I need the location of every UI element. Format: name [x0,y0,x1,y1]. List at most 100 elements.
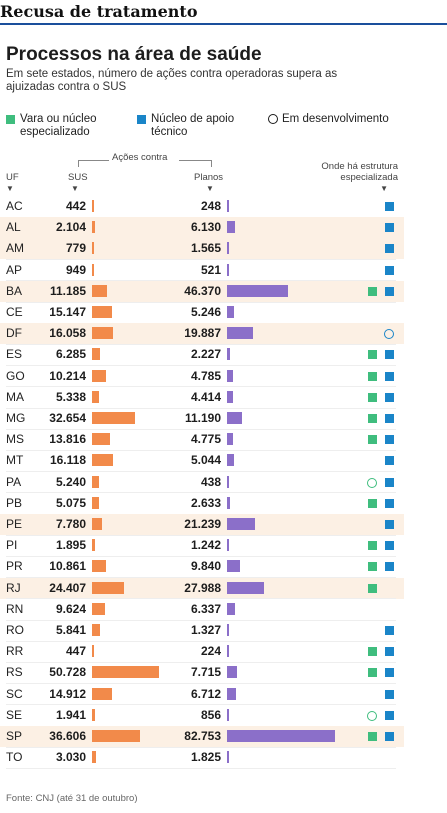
planos-value: 1.825 [190,750,221,765]
blue-circle-outline-icon [384,329,394,340]
green-square-icon [368,392,377,402]
bar-sus [92,454,114,467]
sus-value: 5.841 [55,623,86,637]
row-separator [6,386,396,388]
planos-value: 6.130 [190,220,221,235]
sus-value: 9.624 [55,601,86,616]
bar-sus [92,687,112,700]
bar-planos [227,624,229,636]
planos-header: Planos ▼ [194,172,223,194]
blue-square-icon [385,435,394,445]
bar-planos [227,475,229,488]
row-separator [6,555,396,557]
green-square-icon [368,435,377,445]
planos-value: 82.753 [184,729,221,743]
blue-square-icon [385,498,394,508]
planos-value: 9.840 [190,559,221,574]
planos-value: 248 [200,199,221,213]
bar-planos [227,433,234,446]
green-circle-outline-icon [367,477,377,488]
uf-header: UF ▼ [6,172,19,194]
sus-value: 1.895 [55,538,86,553]
sus-value: 7.780 [55,517,86,531]
bar-sus [92,602,105,615]
bar-planos [227,306,234,318]
planos-value: 27.988 [184,580,221,595]
chart-title: Processos na área de saúde [6,44,262,65]
uf-label: SP [6,729,23,743]
green-square-icon [6,115,15,124]
chart-subtitle: Em sete estados, número de ações contra … [6,68,338,93]
blue-square-icon [385,477,394,487]
uf-label: MG [6,411,26,425]
uf-label: PA [6,474,22,489]
bar-sus [92,412,136,424]
sus-value: 24.407 [49,580,86,595]
sus-value: 5.338 [55,389,86,404]
bar-planos [227,518,255,530]
uf-label: PE [6,517,23,531]
bar-planos [227,730,335,742]
bar-sus [92,581,125,594]
planos-value: 6.712 [190,686,221,701]
row-separator [6,598,396,600]
blue-square-icon [385,456,394,466]
uf-label: RS [6,665,23,680]
structure-header-text: Onde há estrutura especializada [321,161,398,183]
blue-square-icon [385,202,394,211]
bar-planos [227,602,236,615]
blue-square-icon [385,286,394,296]
green-square-icon [368,583,377,593]
green-square-icon [368,647,377,657]
sus-value: 5.240 [55,474,86,489]
planos-value: 6.337 [190,601,221,616]
bar-sus [92,390,100,403]
bar-planos [227,666,238,679]
uf-label: AC [6,199,23,213]
legend-label: Núcleo de apoio técnico [151,113,235,138]
bar-sus [92,433,111,446]
green-square-icon [368,286,377,296]
group-bracket-left [78,160,109,167]
planos-value: 5.044 [190,453,221,468]
bar-sus [92,263,94,276]
planos-value: 1.242 [190,538,221,553]
group-label: Ações contra [112,152,168,163]
sus-value: 1.941 [55,707,86,722]
row-separator [6,704,396,706]
uf-label: DF [6,326,22,341]
blue-square-icon [385,223,394,233]
legend-label: Vara ou núcleo especializado [20,113,97,138]
uf-label: AP [6,262,23,277]
bar-planos [227,560,240,573]
bar-sus [92,221,95,234]
planos-value: 1.565 [190,241,221,256]
uf-label: MS [6,432,24,447]
blue-square-icon [385,668,394,678]
green-square-icon [368,498,377,508]
uf-label: PR [6,559,23,574]
row-separator [6,683,396,685]
sus-value: 13.816 [49,432,86,447]
bar-sus [92,242,94,255]
sus-value: 3.030 [55,750,86,765]
bar-planos [227,369,234,382]
bar-planos [227,539,229,552]
uf-label: RO [6,623,24,637]
sus-value: 442 [65,199,86,213]
bar-sus [92,624,100,636]
bar-planos [227,751,230,764]
bar-sus [92,708,95,721]
planos-value: 7.715 [190,665,221,680]
row-separator [6,449,396,451]
bar-planos [227,412,242,424]
uf-label: BA [6,283,23,298]
bar-sus [92,369,106,382]
bar-sus [92,518,103,530]
row-separator [6,428,396,430]
blue-square-icon [385,562,394,572]
sus-value: 2.104 [55,220,86,235]
bar-planos [227,687,236,700]
blue-square-icon [385,626,394,635]
row-separator [6,619,396,621]
